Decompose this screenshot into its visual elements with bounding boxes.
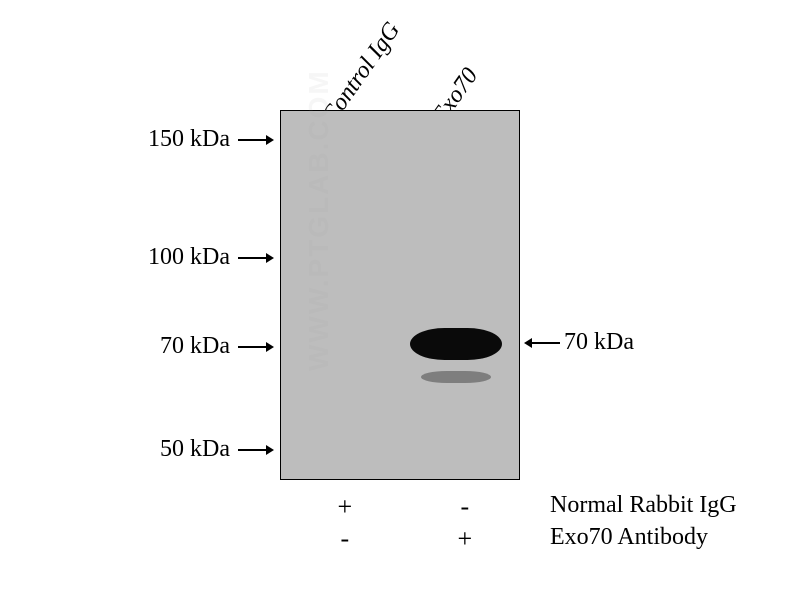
- blot-membrane: WWW.PTGLAB.COM: [280, 110, 520, 480]
- watermark-text: WWW.PTGLAB.COM: [303, 69, 335, 371]
- pm-cell-0-0: +: [285, 492, 405, 522]
- pm-cell-0-1: -: [405, 492, 525, 522]
- mw-label-150: 150 kDa: [130, 126, 230, 153]
- pm-cell-1-0: -: [285, 524, 405, 554]
- legend-normal-rabbit-igg: Normal Rabbit IgG: [550, 492, 737, 519]
- band-exo70-main: [410, 328, 502, 360]
- mw-arrow-100: [238, 251, 274, 265]
- mw-arrow-50: [238, 443, 274, 457]
- mw-label-70: 70 kDa: [130, 333, 230, 360]
- mw-arrow-70: [238, 340, 274, 354]
- mw-label-100: 100 kDa: [130, 244, 230, 271]
- band-exo70-secondary: [421, 371, 491, 383]
- pm-row-1: - +: [285, 524, 525, 554]
- mw-label-50: 50 kDa: [130, 436, 230, 463]
- figure-container: Control IgG Exo70 150 kDa 100 kDa 70 kDa…: [60, 20, 740, 580]
- pm-cell-1-1: +: [405, 524, 525, 554]
- pm-row-0: + -: [285, 492, 525, 522]
- detected-arrow: [524, 336, 560, 350]
- mw-arrow-150: [238, 133, 274, 147]
- detected-label: 70 kDa: [564, 329, 634, 356]
- legend-exo70-antibody: Exo70 Antibody: [550, 524, 708, 551]
